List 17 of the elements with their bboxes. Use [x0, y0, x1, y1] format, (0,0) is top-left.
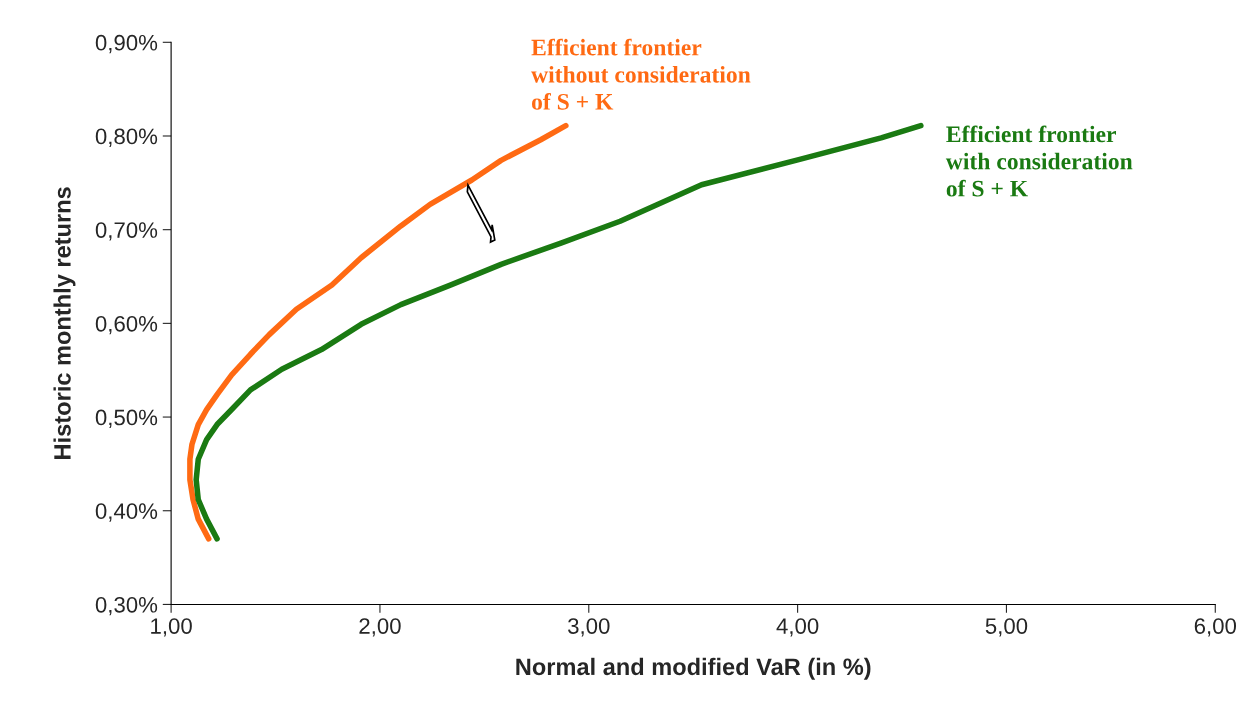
x-tick-label: 3,00 — [568, 618, 610, 637]
y-tick-label: 0,50% — [95, 409, 158, 428]
y-tick-label: 0,30% — [95, 596, 158, 616]
series-label: Efficient frontier without consideration of S + K — [531, 38, 751, 110]
y-tick-label: 0,80% — [95, 128, 158, 147]
y-tick-label: 0,60% — [95, 315, 158, 335]
y-axis-title: Historic monthly returns — [53, 187, 76, 459]
x-tick-label: 4,00 — [776, 618, 819, 637]
y-tick-label: 0,90% — [95, 34, 158, 54]
x-tick-label: 6,00 — [1194, 618, 1237, 637]
x-tick-label: 1,00 — [151, 618, 192, 637]
x-tick-label: 5,00 — [985, 618, 1028, 637]
x-axis-title: Normal and modified VaR (in %) — [516, 657, 871, 680]
y-tick-label: 0,40% — [95, 503, 158, 522]
y-tick-label: 0,70% — [95, 222, 158, 241]
series-label: Efficient frontier with consideration of S + K — [945, 125, 1133, 197]
x-tick-label: 2,00 — [359, 618, 401, 637]
